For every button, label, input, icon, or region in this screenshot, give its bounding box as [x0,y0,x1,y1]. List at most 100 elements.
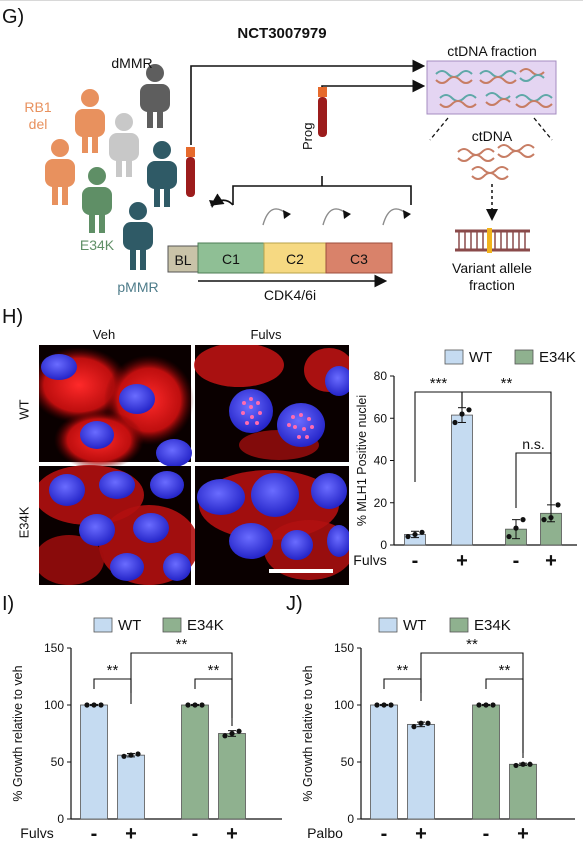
data-point [135,751,141,757]
data-point [520,517,526,523]
label-ctdna-fraction: ctDNA fraction [447,43,536,59]
legend-swatch-e34k [449,617,469,633]
treatment-level-minus: - [412,550,419,570]
treatment-label: CDK4/6i [264,287,316,303]
treatment-level-plus: + [517,823,529,845]
data-point [452,419,458,426]
y-axis-label: % MLH1 Positive nuclei [355,395,369,526]
data-point [419,529,425,535]
micrograph-e34k-veh [39,465,199,585]
treatment-label: Fulvs [20,825,53,841]
blood-tube-icon [186,147,195,197]
data-point [229,730,235,737]
timeline-bl-label: BL [174,252,191,268]
data-point [513,525,519,531]
significance-bracket [93,678,132,704]
data-point [555,502,561,508]
data-point [84,702,90,708]
chart-h-mlh1: WT E34K 0 20 40 60 80 % MLH1 Positive nuclei Ful… [353,349,577,570]
label-variant-line1: Variant allele [452,260,532,276]
top-rule [0,0,583,1]
significance-bracket [515,452,552,508]
scale-bar [269,569,333,573]
bar-e34k-minus [472,704,500,820]
data-point [121,753,127,759]
data-point [459,411,465,417]
y-tick-label: 150 [334,641,354,655]
data-point [466,407,472,413]
significance-bracket [194,678,233,726]
legend-label-wt: WT [403,617,426,634]
treatment-level-minus: - [513,550,520,570]
y-tick-label: 40 [374,454,388,468]
bar-wt-minus [80,704,108,820]
data-point [483,702,489,708]
bar-e34k-plus [509,763,537,820]
col-veh-label: Veh [92,327,116,342]
y-tick-label: 20 [374,496,388,510]
significance-bracket [383,678,422,701]
data-point [520,761,526,767]
arrow-baseline [190,59,426,145]
treatment-level-minus: - [192,823,199,845]
micrograph-e34k-fulvs [195,466,349,585]
significance-label: ** [466,636,478,653]
label-rb1: RB1 [24,99,51,115]
label-del: del [29,116,48,132]
y-axis-label: % Growth relative to veh [301,665,315,801]
person-dark-icon [140,64,170,128]
data-point [513,762,519,769]
panel-g-schematic: NCT3007979 dMMR RB1 del E34K pMMR [24,25,557,303]
legend-label-wt: WT [118,617,141,634]
y-axis-label: % Growth relative to veh [11,665,25,801]
y-tick-label: 0 [347,812,354,826]
data-point [381,702,387,708]
legend-swatch-e34k [514,349,534,365]
bar-e34k-minus [181,704,209,820]
person-green-icon [82,167,112,233]
data-point [236,728,242,734]
label-ctdna: ctDNA [472,128,513,144]
significance-bracket [461,391,552,522]
y-tick-label: 100 [334,698,354,712]
row-e34k-label: E34K [16,506,32,539]
bar-wt-minus [370,704,398,820]
data-point [128,752,134,758]
label-dmmr: dMMR [111,55,152,71]
treatment-level-plus: + [226,823,238,845]
panel-j-letter: J) [286,593,303,615]
data-point [222,733,228,739]
dna-strands-icon [435,68,553,108]
data-point [91,702,97,708]
treatment-level-plus: + [125,823,137,845]
col-fulvs-label: Fulvs [250,327,282,342]
treatment-label: Fulvs [353,552,386,568]
chart-j-growth: WT E34K 0 50 100 150 % Growth relative to veh P… [301,617,575,845]
y-tick-label: 150 [44,641,64,655]
person-orange-icon [75,89,105,153]
legend-label-e34k: E34K [539,349,576,366]
panel-h-letter: H) [2,306,24,328]
label-prog: Prog [300,123,315,150]
person-orange-2-icon [45,139,75,205]
sampling-arrows [210,176,412,206]
data-point [411,724,417,730]
chart-i-growth: WT E34K 0 50 100 150 % Growth relative to veh F… [11,617,282,845]
legend-label-wt: WT [469,349,492,366]
treatment-level-minus: - [483,823,490,845]
blood-tube-prog-icon [318,87,327,137]
bar-wt-plus [117,754,145,820]
data-point [98,702,104,708]
timeline-c1-label: C1 [222,251,240,267]
label-variant-line2: fraction [469,277,515,293]
significance-label: ** [397,662,409,679]
panel-i-letter: I) [2,593,15,615]
treatment-level-plus: + [415,823,427,845]
label-pmmr: pMMR [117,279,158,295]
legend-swatch-wt [378,617,398,633]
data-point [199,702,205,708]
legend-swatch-wt [444,349,464,365]
significance-label: ** [501,375,513,392]
data-point [506,533,512,540]
treatment-label: Palbo [307,825,343,841]
